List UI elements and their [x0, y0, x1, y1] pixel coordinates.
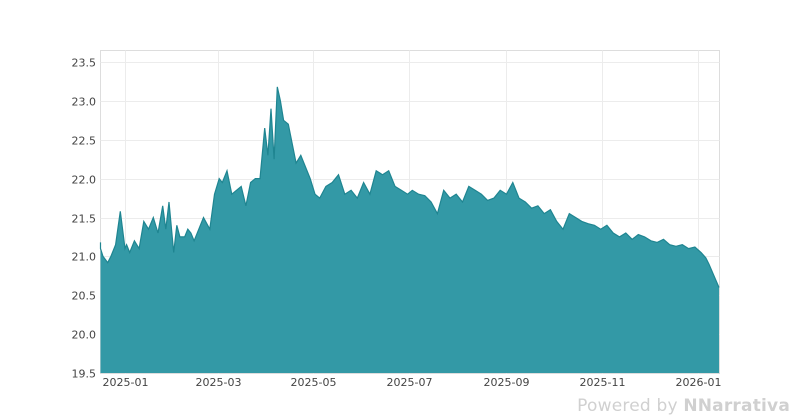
watermark-prefix: Powered by: [577, 396, 678, 416]
y-tick-label: 23.0: [72, 96, 97, 109]
y-tick-label: 22.0: [72, 174, 97, 187]
y-tick-label: 20.0: [72, 329, 97, 342]
x-tick-label: 2025-11: [580, 376, 626, 389]
x-tick-label: 2025-09: [484, 376, 530, 389]
y-tick-label: 19.5: [72, 368, 97, 381]
y-axis-ticks: 19.5 20.0 20.5 21.0 21.5 22.0 22.5 23.0 23.5: [72, 57, 97, 381]
series-line: [99, 86, 720, 288]
narrativa-logo-icon: N: [683, 396, 698, 416]
y-tick-label: 21.5: [72, 213, 97, 226]
y-tick-label: 22.5: [72, 135, 97, 148]
x-tick-label: 2025-01: [103, 376, 149, 389]
x-tick-label: 2025-05: [291, 376, 337, 389]
y-tick-label: 23.5: [72, 57, 97, 70]
x-tick-label: 2025-03: [196, 376, 242, 389]
area-fill: [100, 86, 719, 374]
x-axis-ticks: 2025-01 2025-03 2025-05 2025-07 2025-09 2025-…: [103, 376, 722, 389]
x-tick-label: 2026-01: [676, 376, 722, 389]
y-tick-label: 20.5: [72, 290, 97, 303]
powered-by-watermark: Powered by NNarrativa: [577, 396, 790, 416]
watermark-brand: Narrativa: [697, 396, 790, 416]
y-tick-label: 21.0: [72, 251, 97, 264]
x-tick-label: 2025-07: [387, 376, 433, 389]
